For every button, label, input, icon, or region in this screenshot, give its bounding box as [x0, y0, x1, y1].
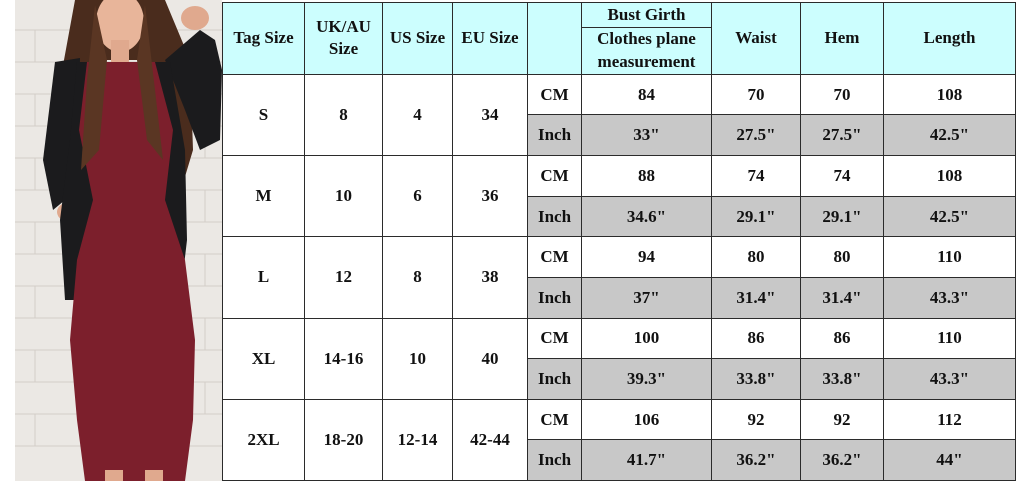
table-row: XL 14-16 10 40 CM 100 86 86 110 — [222, 317, 1016, 400]
length-cell: 110 — [883, 317, 1016, 360]
header-waist: Waist — [711, 2, 801, 75]
model-photo — [15, 0, 222, 481]
unit-cm-cell: CM — [527, 398, 582, 441]
tag-size-cell: M — [222, 155, 305, 238]
hem-cell: 29.1" — [800, 195, 884, 238]
uk-au-cell: 12 — [304, 236, 383, 319]
waist-cell: 80 — [711, 236, 801, 278]
length-cell: 42.5" — [883, 195, 1016, 238]
hem-cell: 80 — [800, 236, 884, 278]
eu-cell: 36 — [452, 155, 528, 238]
unit-cm-cell: CM — [527, 73, 582, 116]
bust-cell: 39.3" — [581, 358, 712, 400]
bust-cell: 88 — [581, 155, 712, 197]
header-tag-size: Tag Size — [222, 2, 305, 75]
waist-cell: 74 — [711, 155, 801, 197]
us-cell: 10 — [382, 317, 453, 400]
uk-au-cell: 10 — [304, 155, 383, 238]
length-cell: 43.3" — [883, 358, 1016, 400]
header-bust-girth: Bust Girth — [581, 2, 712, 28]
header-eu-size: EU Size — [452, 2, 528, 75]
unit-inch-cell: Inch — [527, 439, 582, 481]
header-clothes-line1: Clothes plane — [597, 29, 696, 48]
header-hem: Hem — [800, 2, 884, 75]
unit-cm-cell: CM — [527, 155, 582, 197]
waist-cell: 33.8" — [711, 358, 801, 400]
tag-size-cell: L — [222, 236, 305, 319]
hem-cell: 27.5" — [800, 114, 884, 157]
unit-inch-cell: Inch — [527, 358, 582, 400]
us-cell: 6 — [382, 155, 453, 238]
hem-cell: 86 — [800, 317, 884, 360]
waist-cell: 31.4" — [711, 276, 801, 319]
length-cell: 42.5" — [883, 114, 1016, 157]
waist-cell: 70 — [711, 73, 801, 116]
size-chart-table: Tag Size UK/AU Size US Size EU Size Bust… — [222, 2, 1016, 482]
bust-cell: 94 — [581, 236, 712, 278]
tag-size-cell: S — [222, 73, 305, 157]
header-unit — [527, 2, 582, 75]
eu-cell: 34 — [452, 73, 528, 157]
bust-cell: 100 — [581, 317, 712, 360]
header-clothes-plane: Clothes plane measurement — [581, 27, 712, 75]
table-row: Inch 34.6" 29.1" 29.1" 42.5" — [223, 195, 1016, 238]
header-length: Length — [883, 2, 1016, 75]
waist-cell: 92 — [711, 398, 801, 441]
table-row: 2XL 18-20 12-14 42-44 CM 106 92 92 112 — [222, 398, 1016, 482]
unit-inch-cell: Inch — [527, 276, 582, 319]
us-cell: 12-14 — [382, 398, 453, 482]
table-row: Inch 39.3" 33.8" 33.8" 43.3" — [223, 358, 1016, 400]
hem-cell: 31.4" — [800, 276, 884, 319]
uk-au-cell: 14-16 — [304, 317, 383, 400]
us-cell: 4 — [382, 73, 453, 157]
uk-au-cell: 8 — [304, 73, 383, 157]
length-cell: 110 — [883, 236, 1016, 278]
unit-cm-cell: CM — [527, 317, 582, 360]
waist-cell: 36.2" — [711, 439, 801, 481]
header-clothes-line2: measurement — [597, 51, 696, 71]
bust-cell: 34.6" — [581, 195, 712, 238]
us-cell: 8 — [382, 236, 453, 319]
unit-cm-cell: CM — [527, 236, 582, 278]
eu-cell: 38 — [452, 236, 528, 319]
table-row: S 8 4 34 CM 84 70 70 108 — [222, 73, 1016, 157]
bust-cell: 33" — [581, 114, 712, 157]
hem-cell: 70 — [800, 73, 884, 116]
length-cell: 43.3" — [883, 276, 1016, 319]
header-uk-au-size: UK/AU Size — [304, 2, 383, 75]
length-cell: 108 — [883, 73, 1016, 116]
bust-cell: 84 — [581, 73, 712, 116]
waist-cell: 86 — [711, 317, 801, 360]
hem-cell: 33.8" — [800, 358, 884, 400]
header-uk-au-line2: Size — [328, 39, 359, 59]
length-cell: 108 — [883, 155, 1016, 197]
waist-cell: 27.5" — [711, 114, 801, 157]
tag-size-cell: XL — [222, 317, 305, 400]
waist-cell: 29.1" — [711, 195, 801, 238]
unit-inch-cell: Inch — [527, 114, 582, 157]
table-row: Inch 33" 27.5" 27.5" 42.5" — [223, 114, 1016, 157]
bust-cell: 41.7" — [581, 439, 712, 481]
hem-cell: 74 — [800, 155, 884, 197]
table-row: Inch 41.7" 36.2" 36.2" 44" — [223, 439, 1016, 481]
header-uk-au-line1: UK/AU — [316, 16, 371, 36]
bust-cell: 37" — [581, 276, 712, 319]
length-cell: 44" — [883, 439, 1016, 481]
bust-cell: 106 — [581, 398, 712, 441]
table-row: L 12 8 38 CM 94 80 80 110 — [222, 236, 1016, 319]
hem-cell: 36.2" — [800, 439, 884, 481]
unit-inch-cell: Inch — [527, 195, 582, 238]
hem-cell: 92 — [800, 398, 884, 441]
dress-model-illustration — [15, 0, 222, 481]
tag-size-cell: 2XL — [222, 398, 305, 482]
eu-cell: 40 — [452, 317, 528, 400]
length-cell: 112 — [883, 398, 1016, 441]
eu-cell: 42-44 — [452, 398, 528, 482]
uk-au-cell: 18-20 — [304, 398, 383, 482]
table-row: Inch 37" 31.4" 31.4" 43.3" — [223, 276, 1016, 319]
header-us-size: US Size — [382, 2, 453, 75]
table-row: M 10 6 36 CM 88 74 74 108 — [222, 155, 1016, 238]
